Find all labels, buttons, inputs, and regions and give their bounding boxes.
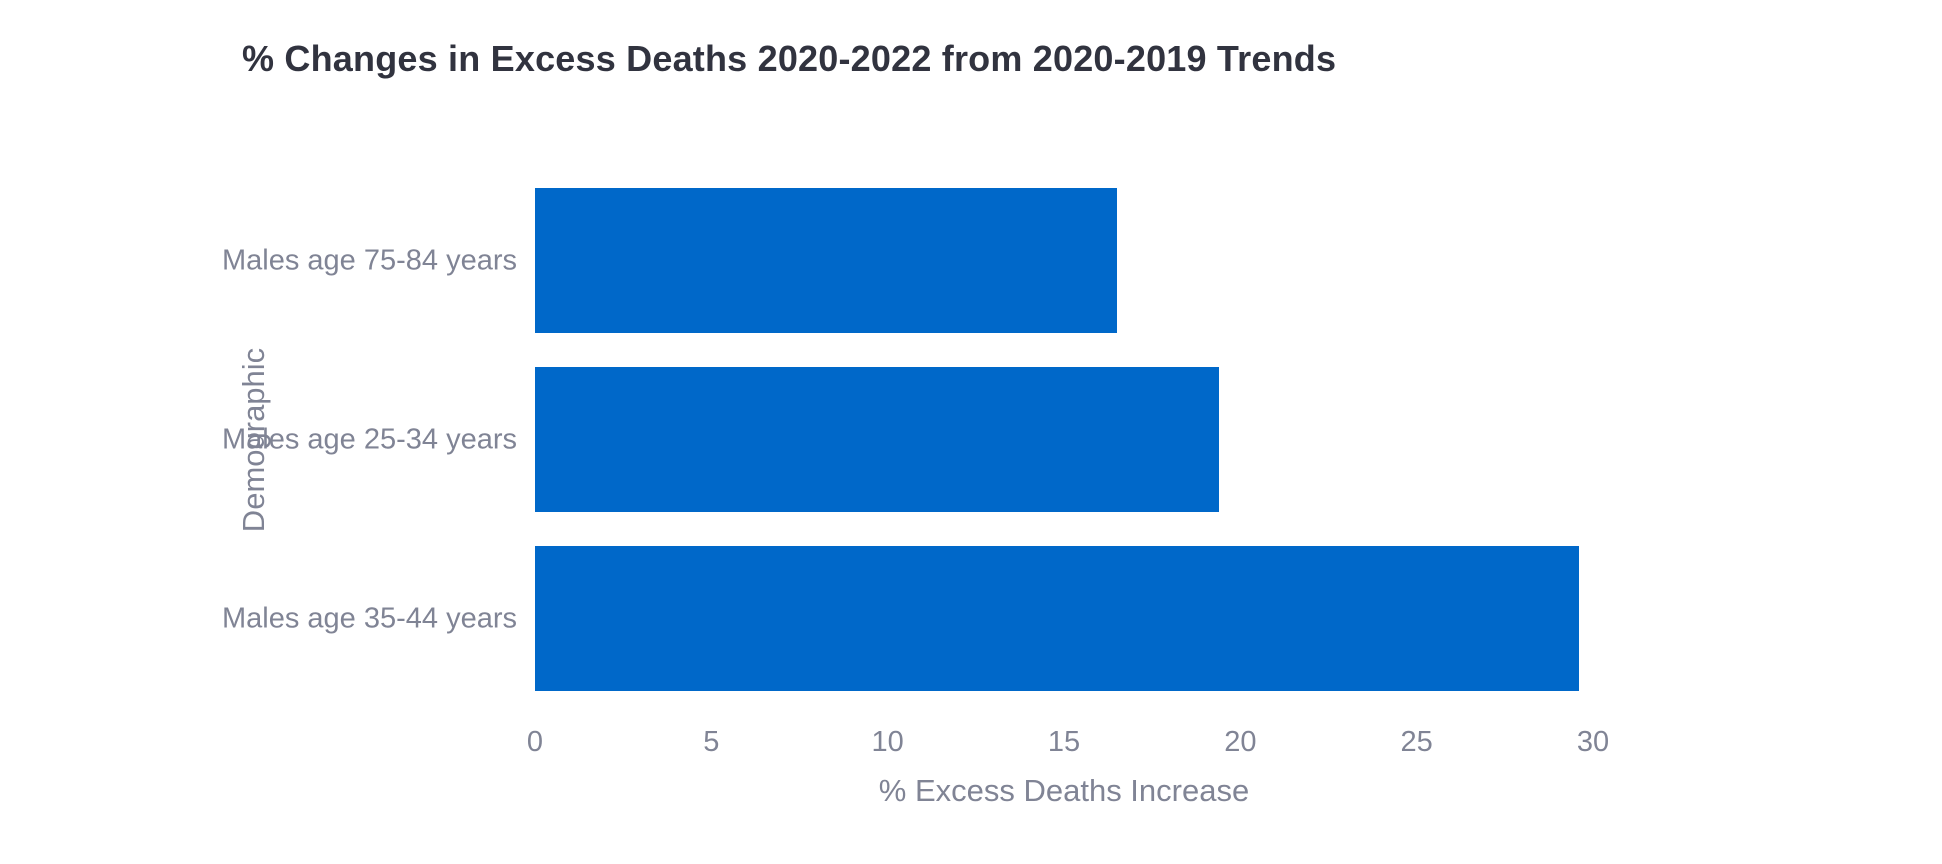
- x-tick-label: 5: [703, 726, 720, 758]
- x-tick-label: 15: [1047, 726, 1081, 758]
- x-tick-label: 25: [1400, 726, 1433, 758]
- bar: [535, 546, 1579, 691]
- x-tick-label: 30: [1576, 726, 1610, 758]
- bar: [535, 367, 1220, 512]
- x-tick-label: 20: [1224, 726, 1257, 758]
- category-label: Males age 75-84 years: [222, 244, 517, 276]
- category-label: Males age 25-34 years: [222, 423, 517, 455]
- chart-title: % Changes in Excess Deaths 2020-2022 fro…: [242, 38, 1337, 79]
- x-tick-label: 10: [871, 726, 904, 758]
- x-tick-label: 0: [526, 726, 544, 758]
- category-label: Males age 35-44 years: [222, 602, 517, 634]
- bar: [535, 188, 1117, 333]
- x-axis-title: % Excess Deaths Increase: [878, 773, 1250, 808]
